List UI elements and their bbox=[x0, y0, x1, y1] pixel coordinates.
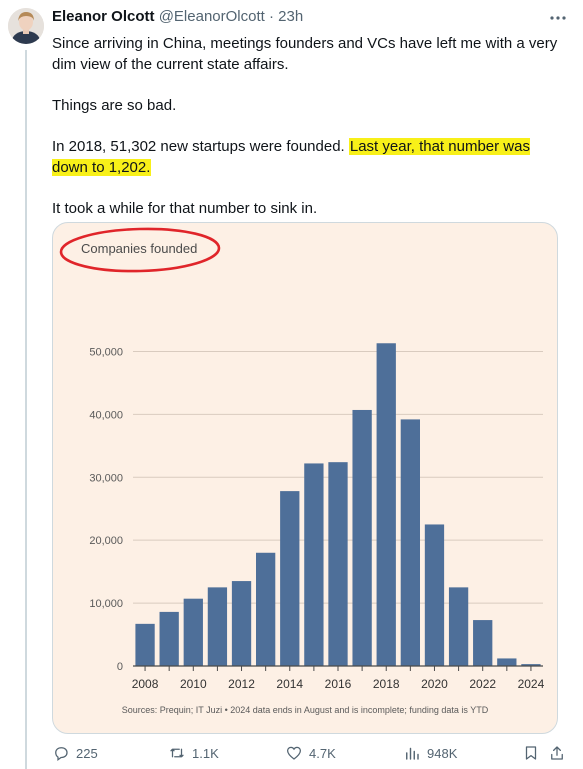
x-tick-label: 2010 bbox=[180, 677, 207, 691]
reply-button[interactable]: 225 bbox=[52, 742, 98, 764]
x-tick-label: 2008 bbox=[132, 677, 159, 691]
thread-line bbox=[25, 50, 27, 769]
views-icon bbox=[406, 747, 419, 760]
reply-count: 225 bbox=[76, 745, 98, 761]
avatar[interactable] bbox=[8, 8, 44, 44]
bar-2019 bbox=[400, 419, 420, 666]
repost-count: 1.1K bbox=[192, 745, 219, 761]
action-bar: 225 1.1K 4.7K 948K bbox=[52, 742, 572, 764]
bar-2018 bbox=[376, 343, 396, 666]
share-icon bbox=[551, 746, 563, 760]
bar-2020 bbox=[424, 524, 445, 666]
y-tick-label: 30,000 bbox=[89, 472, 123, 484]
like-count: 4.7K bbox=[309, 745, 336, 761]
annotation-circle bbox=[59, 227, 221, 273]
heart-icon bbox=[286, 746, 302, 760]
more-options-icon[interactable] bbox=[547, 8, 569, 28]
bar-2024 bbox=[521, 664, 541, 666]
avatar-image bbox=[8, 8, 44, 44]
tweet-time[interactable]: 23h bbox=[278, 8, 304, 25]
bar-2015 bbox=[304, 463, 324, 666]
y-tick-label: 0 bbox=[117, 661, 123, 673]
bar-2008 bbox=[135, 623, 155, 666]
bar-2022 bbox=[473, 620, 493, 666]
bar-2013 bbox=[256, 552, 276, 666]
y-axis-labels: 0 10,000 20,000 30,000 40,000 50,000 bbox=[89, 346, 123, 673]
views-count: 948K bbox=[427, 745, 458, 761]
x-tick-label: 2018 bbox=[373, 677, 400, 691]
bar-2017 bbox=[352, 409, 372, 666]
chart-sources: Sources: Prequin; IT Juzi • 2024 data en… bbox=[122, 705, 489, 715]
repost-button[interactable]: 1.1K bbox=[168, 742, 219, 764]
tweet-paragraph-2: Things are so bad. bbox=[52, 97, 177, 114]
bookmark-button[interactable] bbox=[522, 742, 540, 764]
y-tick-label: 20,000 bbox=[89, 535, 123, 547]
bar-2014 bbox=[280, 491, 300, 666]
author-name[interactable]: Eleanor Olcott bbox=[52, 8, 155, 25]
chart-title: Companies founded bbox=[81, 241, 197, 256]
y-tick-label: 40,000 bbox=[89, 409, 123, 421]
tweet-text: Since arriving in China, meetings founde… bbox=[52, 33, 562, 239]
x-tick-label: 2020 bbox=[421, 677, 448, 691]
like-button[interactable]: 4.7K bbox=[285, 742, 336, 764]
bookmark-icon bbox=[525, 746, 537, 760]
share-button[interactable] bbox=[548, 742, 566, 764]
tweet-paragraph-4: It took a while for that number to sink … bbox=[52, 200, 318, 217]
tweet-header: Eleanor Olcott @EleanorOlcott · 23h bbox=[52, 8, 303, 28]
tweet-paragraph-3: In 2018, 51,302 new startups were founde… bbox=[52, 136, 562, 178]
x-tick-label: 2016 bbox=[325, 677, 352, 691]
chart-bars bbox=[135, 343, 541, 666]
repost-icon bbox=[170, 748, 184, 758]
companies-founded-chart: Companies founded 0 10,000 20,000 30,000 40,… bbox=[59, 227, 545, 715]
author-handle[interactable]: @EleanorOlcott bbox=[158, 8, 265, 25]
startup-stat-text: In 2018, 51,302 new startups were founde… bbox=[52, 138, 349, 155]
bar-2023 bbox=[497, 658, 517, 666]
bar-2009 bbox=[159, 611, 179, 666]
x-tick-label: 2014 bbox=[276, 677, 303, 691]
x-axis: 2008 2010 2012 2014 2016 2018 2020 2022 2024 bbox=[132, 665, 545, 691]
chart-image[interactable]: Companies founded 0 10,000 20,000 30,000 40,… bbox=[52, 222, 558, 734]
bar-2012 bbox=[231, 581, 252, 666]
x-tick-label: 2022 bbox=[469, 677, 496, 691]
y-tick-label: 10,000 bbox=[89, 598, 123, 610]
bar-2016 bbox=[328, 462, 348, 666]
views-button[interactable]: 948K bbox=[403, 742, 457, 764]
y-tick-label: 50,000 bbox=[89, 346, 123, 358]
x-tick-label: 2024 bbox=[518, 677, 545, 691]
reply-icon bbox=[55, 747, 68, 762]
bar-2010 bbox=[183, 598, 203, 666]
x-tick-label: 2012 bbox=[228, 677, 255, 691]
tweet-paragraph-1: Since arriving in China, meetings founde… bbox=[52, 35, 558, 73]
separator-dot: · bbox=[268, 8, 274, 25]
bar-2021 bbox=[448, 587, 469, 666]
bar-2011 bbox=[207, 587, 228, 666]
